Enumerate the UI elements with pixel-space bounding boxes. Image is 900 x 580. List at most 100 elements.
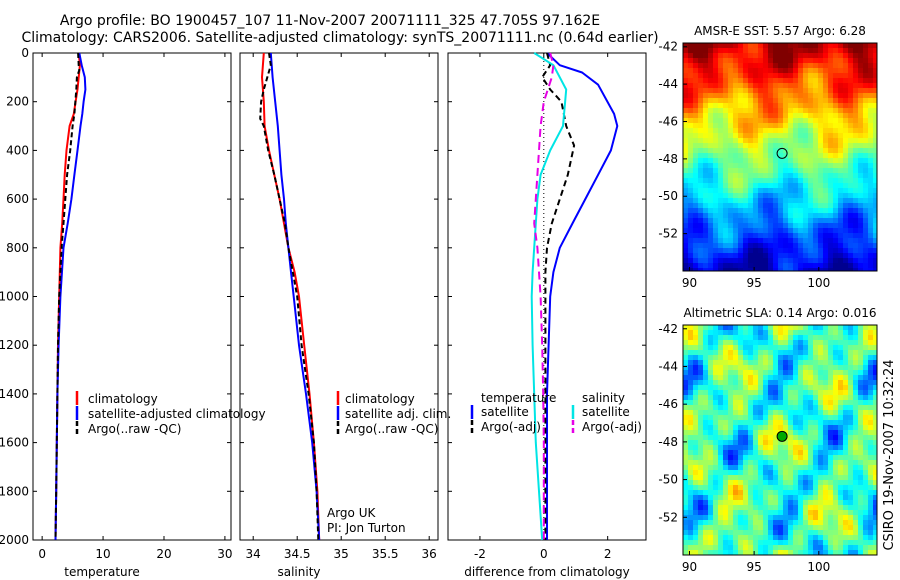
map-cell [773,390,779,396]
map-cell [813,465,819,471]
map-cell [818,460,824,466]
map-cell [733,248,739,254]
map-cell [688,385,694,391]
map-cell [863,148,869,154]
map-cell [783,395,789,401]
map-cell [773,218,779,224]
map-cell [818,78,824,84]
map-cell [843,43,849,49]
map-cell [788,330,794,336]
map-cell [688,530,694,536]
map-cell [733,370,739,376]
map-cell [748,153,754,159]
map-cell [753,238,759,244]
map-cell [728,425,734,431]
map-cell [723,335,729,341]
map-cell [833,183,839,189]
series-line-temperature-satellite [546,52,619,540]
legend-label-climatology: climatology [345,392,415,406]
map-cell [838,138,844,144]
map-cell [723,455,729,461]
map-cell [688,113,694,119]
map-cell [768,480,774,486]
map-cell [788,550,794,555]
map-cell [778,198,784,204]
map-cell [803,385,809,391]
map-cell [708,325,714,331]
map-cell [793,475,799,481]
map-cell [683,395,689,401]
map-cell [748,515,754,521]
map-cell [873,203,877,209]
map-cell [718,530,724,536]
map-cell [738,410,744,416]
map-cell [873,325,877,331]
map-cell [713,395,719,401]
map-cell [833,173,839,179]
map-cell [843,253,849,259]
map-cell [823,415,829,421]
map-cell [863,183,869,189]
map-cell [853,78,859,84]
map-cell [758,98,764,104]
map-cell [808,248,814,254]
map-cell [848,460,854,466]
map-cell [778,450,784,456]
map-cell [758,168,764,174]
map-cell [728,410,734,416]
map-cell [868,365,874,371]
map-cell [838,390,844,396]
map-cell [748,435,754,441]
map-cell [803,138,809,144]
map-cell [848,158,854,164]
map-cell [843,103,849,109]
map-cell [803,173,809,179]
map-cell [698,63,704,69]
map-cell [868,113,874,119]
map-cell [743,78,749,84]
map-cell [753,550,759,555]
map-cell [833,68,839,74]
map-cell [738,113,744,119]
map-cell [838,48,844,54]
map-cell [753,158,759,164]
map-cell [758,470,764,476]
map-cell [843,68,849,74]
map-cell [803,158,809,164]
map-cell [708,258,714,264]
map-cell [753,540,759,546]
map-cell [738,103,744,109]
map-cell [823,375,829,381]
map-cell [743,268,749,271]
map-cell [813,88,819,94]
map-cell [723,355,729,361]
map-cell [748,340,754,346]
map-cell [798,345,804,351]
map-cell [813,173,819,179]
map-cell [723,460,729,466]
map-cell [743,470,749,476]
map-cell [698,490,704,496]
map-cell [708,123,714,129]
map-cell [708,103,714,109]
map-cell [733,375,739,381]
map-cell [758,540,764,546]
map-cell [693,520,699,526]
map-cell [818,238,824,244]
map-cell [833,440,839,446]
map-cell [818,68,824,74]
map-cell [773,425,779,431]
map-cell [803,400,809,406]
map-cell [798,143,804,149]
map-cell [803,510,809,516]
map-cell [823,223,829,229]
x-tick-label: -2 [474,547,486,561]
map-cell [828,480,834,486]
map-cell [853,133,859,139]
map-cell [683,178,689,184]
map-cell [773,395,779,401]
map-cell [688,405,694,411]
map-cell [738,168,744,174]
map-cell [718,73,724,79]
map-cell [868,148,874,154]
